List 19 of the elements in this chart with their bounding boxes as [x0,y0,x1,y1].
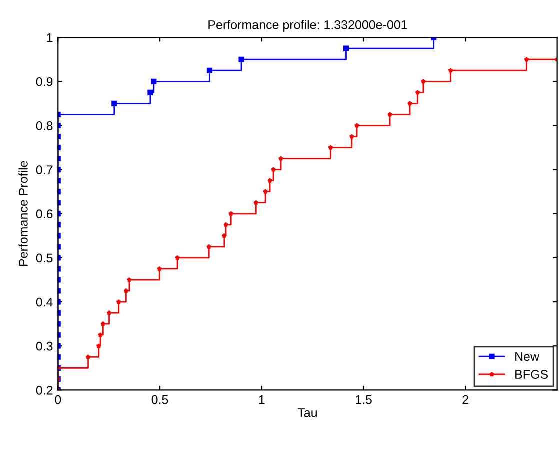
y-tick-label: 0.3 [36,342,53,351]
y-tick-label: 0.8 [36,122,53,130]
y-axis-title: Perfomance Profile [18,161,28,266]
legend-label: BFGS [516,370,548,379]
chart-title: Performance profile: 1.332000e-001 [208,20,408,32]
x-tick-label: 2 [462,395,468,404]
y-tick-label: 0.9 [36,77,53,86]
x-tick-label: 0 [55,395,62,404]
x-axis-title: Tau [298,408,317,418]
y-tick-label: 0.2 [36,386,53,395]
legend-label: New [516,352,540,362]
y-tick-label: 0.7 [36,166,53,174]
y-tick-label: 1 [47,33,53,42]
x-tick-label: 1 [259,396,265,404]
y-tick-label: 0.6 [36,210,53,219]
x-tick-label: 0.5 [152,395,168,404]
y-tick-label: 0.4 [36,298,53,307]
y-tick-label: 0.5 [36,254,53,263]
x-tick-label: 1.5 [356,396,372,404]
